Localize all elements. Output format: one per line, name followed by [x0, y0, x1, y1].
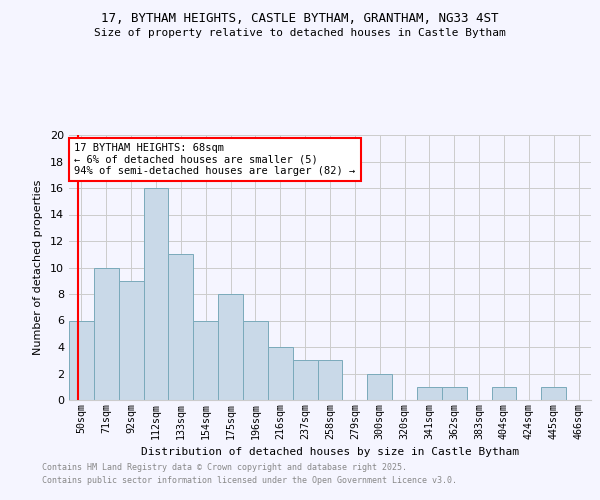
Bar: [193, 320, 218, 400]
X-axis label: Distribution of detached houses by size in Castle Bytham: Distribution of detached houses by size …: [141, 447, 519, 457]
Y-axis label: Number of detached properties: Number of detached properties: [33, 180, 43, 355]
Text: 17 BYTHAM HEIGHTS: 68sqm
← 6% of detached houses are smaller (5)
94% of semi-det: 17 BYTHAM HEIGHTS: 68sqm ← 6% of detache…: [74, 143, 355, 176]
Bar: [94, 268, 119, 400]
Bar: [541, 387, 566, 400]
Bar: [367, 374, 392, 400]
Bar: [218, 294, 243, 400]
Bar: [119, 281, 143, 400]
Bar: [268, 347, 293, 400]
Bar: [491, 387, 517, 400]
Text: 17, BYTHAM HEIGHTS, CASTLE BYTHAM, GRANTHAM, NG33 4ST: 17, BYTHAM HEIGHTS, CASTLE BYTHAM, GRANT…: [101, 12, 499, 26]
Text: Size of property relative to detached houses in Castle Bytham: Size of property relative to detached ho…: [94, 28, 506, 38]
Bar: [243, 320, 268, 400]
Bar: [69, 320, 94, 400]
Bar: [293, 360, 317, 400]
Bar: [417, 387, 442, 400]
Bar: [143, 188, 169, 400]
Bar: [442, 387, 467, 400]
Text: Contains HM Land Registry data © Crown copyright and database right 2025.: Contains HM Land Registry data © Crown c…: [42, 464, 407, 472]
Bar: [169, 254, 193, 400]
Bar: [317, 360, 343, 400]
Text: Contains public sector information licensed under the Open Government Licence v3: Contains public sector information licen…: [42, 476, 457, 485]
